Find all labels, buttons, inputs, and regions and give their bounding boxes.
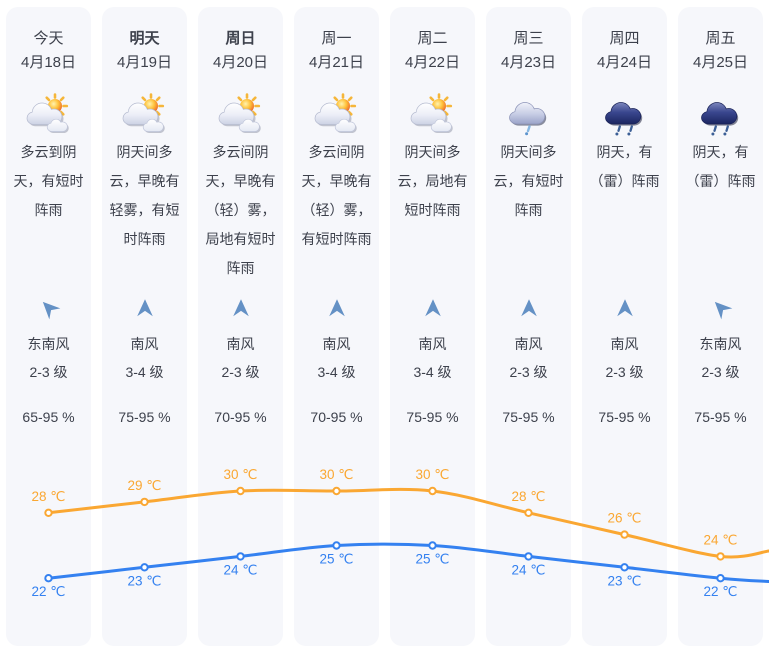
day-label: 周二 [417,30,448,47]
day-label: 周四 [609,30,640,47]
day-label: 明天 [129,30,160,47]
wind-direction-arrow-icon [710,296,732,320]
humidity-label: 75-95 % [406,409,459,425]
wind-level-label: 3-4 级 [125,364,164,380]
weather-description: 阴天，有（雷）阵雨 [589,144,660,189]
wind-direction-label: 南风 [514,336,543,352]
light-rain-icon [505,92,553,138]
weather-description: 多云间阴天，早晚有（轻）雾，有短时阵雨 [301,144,372,247]
forecast-card-3[interactable]: 周一 4月21日 多云间阴天，早晚有（轻）雾，有短时阵雨 南风 3-4 级 70… [294,7,379,646]
weather-description: 多云间阴天，早晚有（轻）雾，局地有短时阵雨 [205,144,276,276]
humidity-label: 75-95 % [694,409,747,425]
wind-level-label: 3-4 级 [413,364,452,380]
wind-direction-label: 东南风 [27,336,70,352]
partly-cloudy-icon [217,92,265,138]
weather-description: 阴天间多云，早晚有轻雾，有短时阵雨 [109,144,180,247]
day-label: 周五 [705,30,736,47]
wind-direction-arrow-icon [422,296,444,320]
forecast-card-4[interactable]: 周二 4月22日 阴天间多云，局地有短时阵雨 南风 3-4 级 75-95 % [390,7,475,646]
wind-level-label: 2-3 级 [605,364,644,380]
date-label: 4月21日 [308,54,365,71]
forecast-card-2[interactable]: 周日 4月20日 多云间阴天，早晚有（轻）雾，局地有短时阵雨 南风 2-3 级 … [198,7,283,646]
forecast-card-0[interactable]: 今天 4月18日 多云到阴天，有短时阵雨 东南风 2-3 级 65-95 % [6,7,91,646]
humidity-label: 75-95 % [502,409,555,425]
wind-direction-arrow-icon [518,296,540,320]
forecast-card-5[interactable]: 周三 4月23日 阴天间多云，有短时阵雨 南风 2-3 级 75-95 % [486,7,571,646]
wind-level-label: 2-3 级 [221,364,260,380]
humidity-label: 70-95 % [214,409,267,425]
wind-level-label: 2-3 级 [29,364,68,380]
wind-level-label: 3-4 级 [317,364,356,380]
wind-direction-label: 南风 [610,336,639,352]
forecast-card-1[interactable]: 明天 4月19日 阴天间多云，早晚有轻雾，有短时阵雨 南风 3-4 级 75-9… [102,7,187,646]
day-label: 今天 [33,30,64,47]
date-label: 4月24日 [596,54,653,71]
wind-direction-label: 南风 [418,336,447,352]
wind-direction-label: 南风 [130,336,159,352]
wind-level-label: 2-3 级 [701,364,740,380]
weather-description: 阴天，有（雷）阵雨 [685,144,756,189]
rain-icon [601,92,649,138]
wind-direction-arrow-icon [614,296,636,320]
wind-direction-arrow-icon [230,296,252,320]
date-label: 4月25日 [692,54,749,71]
wind-direction-arrow-icon [38,296,60,320]
partly-cloudy-icon [409,92,457,138]
humidity-label: 70-95 % [310,409,363,425]
day-label: 周三 [513,30,544,47]
weather-description: 阴天间多云，局地有短时阵雨 [397,144,468,218]
partly-cloudy-icon [313,92,361,138]
forecast-card-7[interactable]: 周五 4月25日 阴天，有（雷）阵雨 东南风 2-3 级 75-95 % [678,7,763,646]
wind-level-label: 2-3 级 [509,364,548,380]
day-label: 周日 [225,30,256,47]
date-label: 4月22日 [404,54,461,71]
rain-icon [697,92,745,138]
wind-direction-arrow-icon [134,296,156,320]
date-label: 4月23日 [500,54,557,71]
weather-description: 阴天间多云，有短时阵雨 [493,144,564,218]
humidity-label: 65-95 % [22,409,75,425]
humidity-label: 75-95 % [118,409,171,425]
partly-cloudy-icon [121,92,169,138]
weather-description: 多云到阴天，有短时阵雨 [13,144,84,218]
date-label: 4月19日 [116,54,173,71]
date-label: 4月20日 [212,54,269,71]
wind-direction-label: 东南风 [699,336,742,352]
date-label: 4月18日 [20,54,77,71]
wind-direction-label: 南风 [322,336,351,352]
wind-direction-arrow-icon [326,296,348,320]
forecast-board: 今天 4月18日 多云到阴天，有短时阵雨 东南风 2-3 级 65-95 % 明… [6,7,763,646]
day-label: 周一 [321,30,352,47]
forecast-card-6[interactable]: 周四 4月24日 阴天，有（雷）阵雨 南风 2-3 级 75-95 % [582,7,667,646]
humidity-label: 75-95 % [598,409,651,425]
partly-cloudy-icon [25,92,73,138]
wind-direction-label: 南风 [226,336,255,352]
